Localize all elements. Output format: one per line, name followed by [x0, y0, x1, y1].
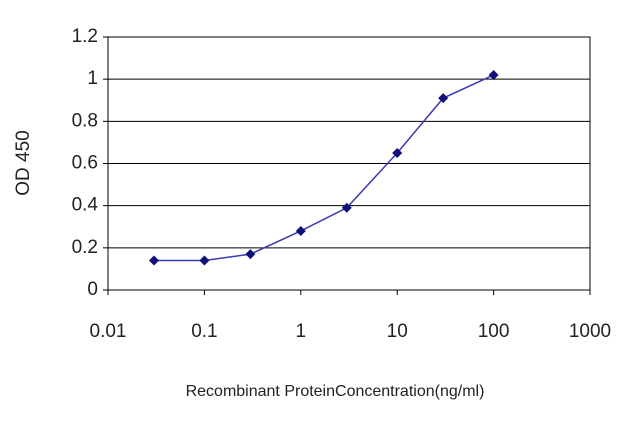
data-point	[341, 202, 352, 213]
data-point	[392, 147, 403, 158]
y-tick-label: 1.2	[72, 26, 98, 47]
y-tick-label: 0.6	[72, 153, 98, 174]
y-tick-label: 1	[87, 68, 98, 89]
y-tick-label: 0.4	[72, 195, 99, 216]
data-point	[199, 255, 210, 266]
x-axis-label: Recombinant ProteinConcentration(ng/ml)	[186, 383, 485, 400]
x-tick-label: 0.1	[191, 321, 217, 342]
data-point	[245, 249, 256, 260]
y-tick-label: 0.8	[72, 110, 98, 131]
series-line	[153, 74, 494, 262]
data-point	[488, 69, 499, 80]
data-point	[295, 225, 306, 236]
y-axis-label: OD 450	[13, 130, 34, 195]
data-point	[148, 255, 159, 266]
x-tick-label: 10	[387, 321, 408, 342]
data-point	[438, 93, 449, 104]
x-tick-label: 100	[478, 321, 510, 342]
x-tick-label: 0.01	[90, 321, 127, 342]
y-tick-label: 0.2	[72, 237, 98, 258]
y-tick-label: 0	[87, 279, 98, 300]
x-tick-label: 1	[296, 321, 307, 342]
x-tick-label: 1000	[569, 321, 611, 342]
